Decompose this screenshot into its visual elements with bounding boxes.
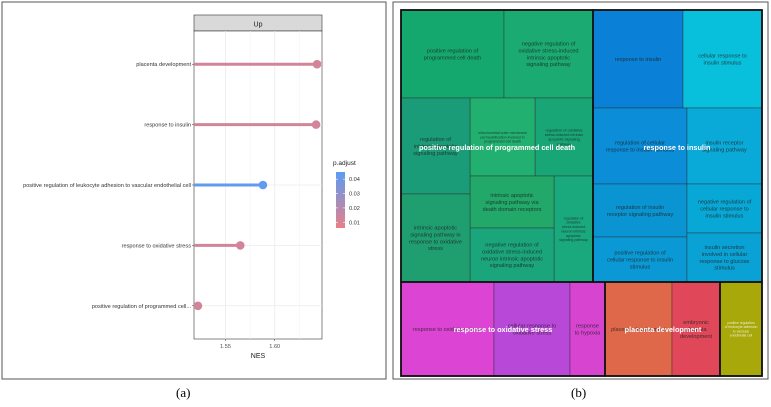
treemap-outer-border <box>400 9 763 377</box>
treemap-tile-label: insulin secretion involved in cellular res… <box>699 245 749 271</box>
category-label: response to insulin <box>144 123 191 129</box>
lollipop-point[interactable] <box>312 59 322 69</box>
treemap-tile-label: negative regulation of oxidative stress-i… <box>518 42 578 68</box>
lollipop-point[interactable] <box>193 301 203 311</box>
treemap-tile-label: regulation of oxidative stress-induced neur… <box>559 216 588 242</box>
facet-label: Up <box>254 22 263 29</box>
treemap-tile[interactable] <box>400 9 505 99</box>
treemap-tile[interactable] <box>400 193 471 283</box>
treemap-tile-label: response to insulin <box>615 57 662 63</box>
category-label: positive regulation of programmed cell..… <box>92 304 192 310</box>
category-label: placenta development <box>136 62 191 68</box>
treemap-tile-label: regulation of oxidative stress-induced in… <box>545 128 584 146</box>
lollipop-point[interactable] <box>235 241 245 250</box>
treemap-tile-label: cellular response to insulin stimulus <box>698 54 747 67</box>
panel-a-caption: (a) <box>176 385 191 400</box>
treemap-tile[interactable] <box>671 281 721 377</box>
treemap-tile[interactable] <box>400 281 495 377</box>
x-tick-label: 1.55 <box>220 344 231 350</box>
treemap-tile-label: embryonic placenta development <box>680 320 712 340</box>
treemap-tile[interactable] <box>400 97 471 195</box>
treemap-tile[interactable] <box>604 281 673 377</box>
legend-tick-label: 0.03 <box>349 192 360 198</box>
treemap-tile-label: cellular response to oxidative stress <box>508 324 557 337</box>
category-label: positive regulation of leukocyte adhesio… <box>23 183 191 189</box>
treemap-tile[interactable] <box>592 236 688 283</box>
treemap-tile[interactable] <box>493 281 571 377</box>
treemap-group-label: response to oxidative stress <box>454 325 553 334</box>
treemap-tile[interactable] <box>469 97 536 177</box>
legend-tick-label: 0.04 <box>349 177 360 183</box>
treemap-tile-label: positive regulation of leukocyte adhesion… <box>725 321 758 337</box>
treemap-tile[interactable] <box>682 9 763 109</box>
treemap-tile[interactable] <box>469 175 555 229</box>
treemap-tile[interactable] <box>569 281 606 377</box>
treemap-tile[interactable] <box>469 227 555 283</box>
category-label: response to oxidative stress <box>122 243 192 249</box>
treemap-tile-label: positive regulation of cellular response … <box>607 251 673 271</box>
treemap-tile-label: regulation of insulin receptor signaling … <box>607 205 674 218</box>
treemap-group-label: response to insulin <box>644 143 711 152</box>
treemap-tile-label: intrinsic apoptotic signaling pathway in r… <box>409 226 462 252</box>
treemap-tile[interactable] <box>503 9 594 99</box>
treemap-tile-label: response to hypoxia <box>575 324 601 337</box>
treemap-tile-label: mitochondrial outer membrane permeabiliza… <box>478 131 527 144</box>
treemap-tile-label: placenta development <box>611 327 666 333</box>
treemap-tile-label: negative regulation of cellular response … <box>698 200 752 220</box>
treemap-tile[interactable] <box>553 175 594 283</box>
treemap-tile[interactable] <box>686 183 763 234</box>
treemap-group-label: placenta development <box>625 325 702 334</box>
legend-tick-label: 0.02 <box>349 206 360 212</box>
legend-colorbar <box>336 172 345 228</box>
treemap-tile-label: response to oxidative stress <box>413 327 483 333</box>
legend-tick-label: 0.01 <box>349 220 360 226</box>
lollipop-point[interactable] <box>258 180 268 190</box>
treemap-tile[interactable] <box>592 183 688 238</box>
treemap-group-label: positive regulation of programmed cell d… <box>419 143 575 152</box>
x-tick-label: 1.60 <box>269 344 280 350</box>
treemap-tile[interactable] <box>719 281 763 377</box>
treemap-tile-label: intrinsic apoptotic signaling pathway via… <box>483 193 542 213</box>
treemap-tile-label: positive regulation of programmed cell de… <box>424 49 481 62</box>
treemap-tile[interactable] <box>592 9 684 109</box>
treemap-tile[interactable] <box>686 107 763 185</box>
legend-title: p.adjust <box>333 160 356 167</box>
lollipop-point[interactable] <box>311 120 321 129</box>
treemap-tile-label: negative regulation of oxidative stress-i… <box>481 243 543 269</box>
panel-b-caption: (b) <box>571 385 587 400</box>
treemap-tile-label: insulin receptor signaling pathway <box>702 141 747 154</box>
treemap-tile[interactable] <box>592 107 688 185</box>
x-axis-label: NES <box>251 353 266 360</box>
treemap-tile-label: regulation of cellular response to insuli… <box>606 141 675 154</box>
treemap-tile-label: regulation of intrinsic apoptotic signalin… <box>413 137 458 157</box>
